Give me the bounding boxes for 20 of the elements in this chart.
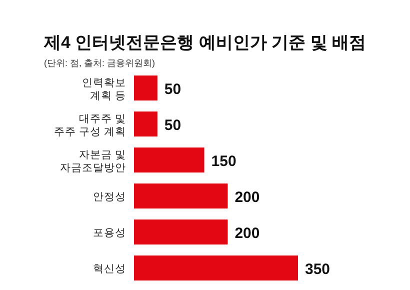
y-tick-label: 안정성 — [93, 191, 126, 203]
bar — [134, 220, 228, 244]
y-tick-label: 혁신성 — [93, 263, 126, 275]
y-tick-label: 포용성 — [93, 227, 126, 239]
data-label: 200 — [234, 189, 260, 206]
bar — [134, 76, 158, 100]
data-label: 200 — [234, 225, 260, 242]
chart-subtitle: (단위: 점, 출처: 금융위원회) — [44, 58, 155, 68]
bar — [134, 148, 204, 172]
y-tick-label: 자본금 및 자금조달방안 — [60, 149, 126, 174]
bar — [134, 112, 158, 136]
data-label: 350 — [305, 261, 330, 278]
data-label: 150 — [211, 153, 236, 170]
data-label: 50 — [164, 117, 182, 134]
bar — [134, 256, 298, 280]
bar — [134, 184, 228, 208]
y-tick-label: 대주주 및 주주 구성 계획 — [54, 113, 126, 138]
data-label: 50 — [164, 81, 182, 98]
y-tick-label: 인력확보 계획 등 — [82, 77, 126, 102]
chart-title: 제4 인터넷전문은행 예비인가 기준 및 배점 — [43, 33, 366, 52]
